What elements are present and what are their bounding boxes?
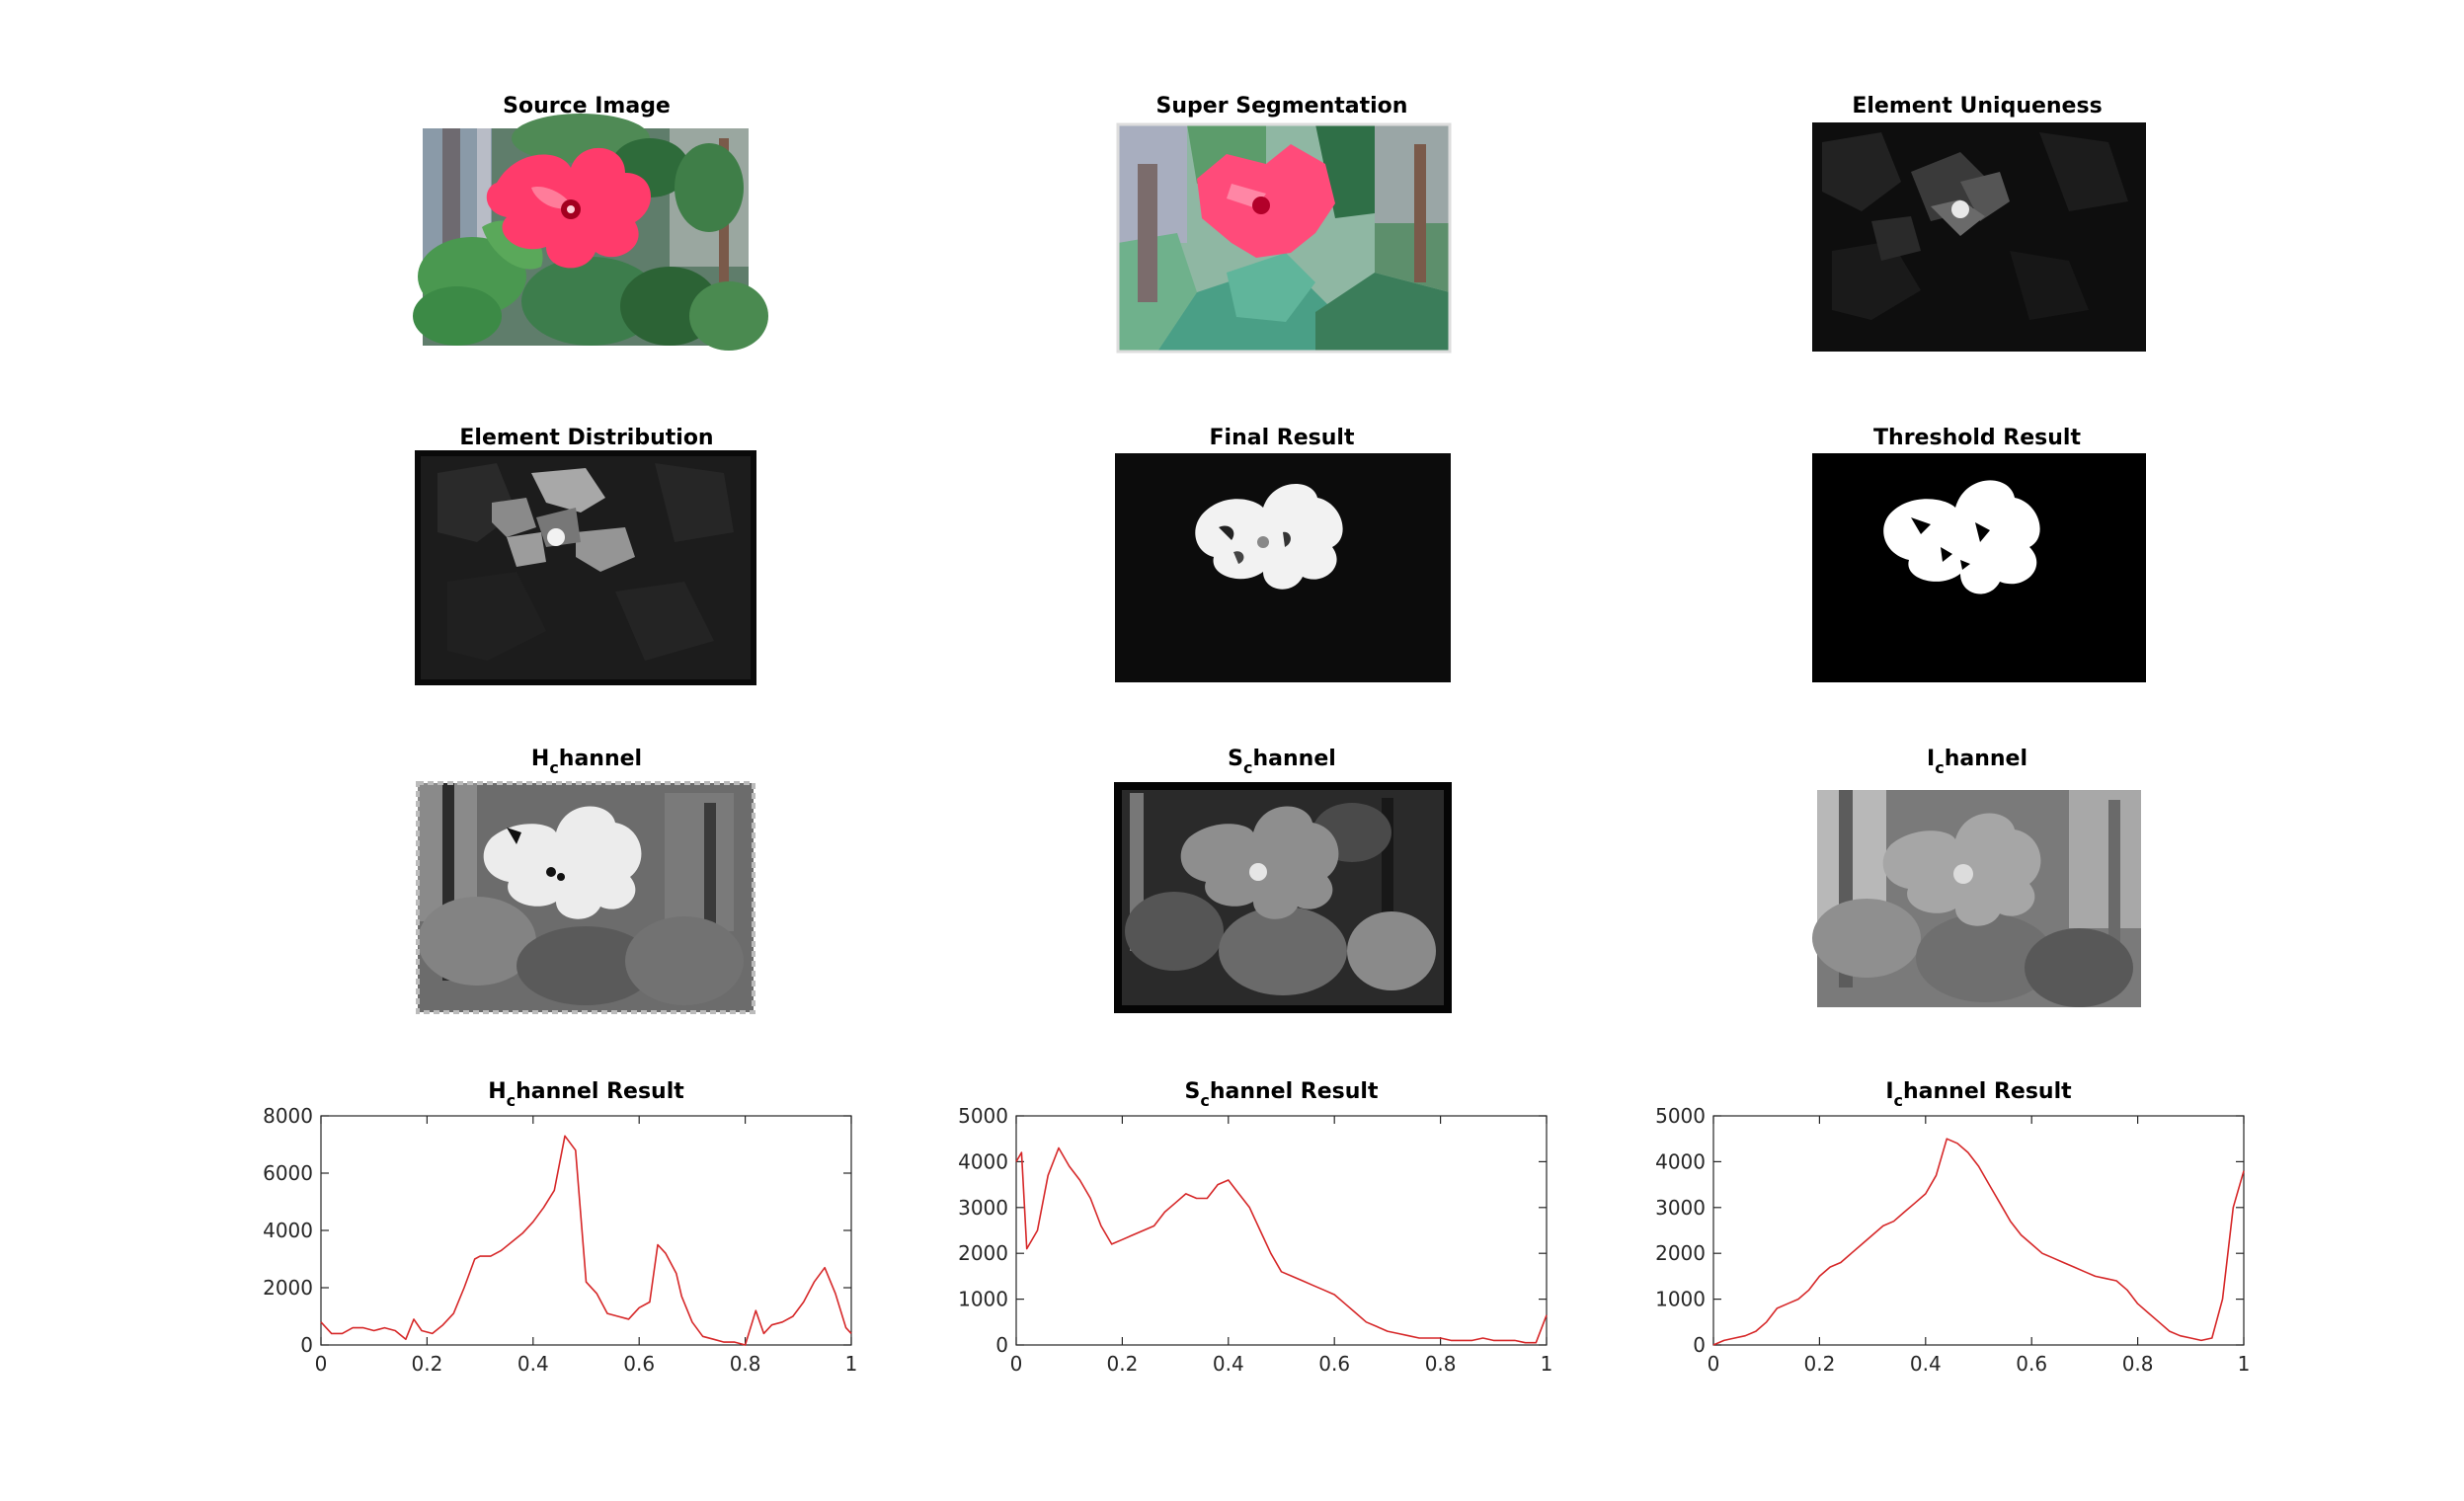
- y-tick-label: 2000: [958, 1241, 1008, 1265]
- x-tick-label: 1: [1541, 1352, 1553, 1376]
- series-line: [1015, 1146, 1548, 1344]
- h-channel-flower: [483, 806, 642, 919]
- x-tick-label: 0: [315, 1352, 328, 1376]
- x-tick-label: 0.4: [1910, 1352, 1942, 1376]
- x-tick-label: 0: [1010, 1352, 1023, 1376]
- segmented-flower: [1197, 144, 1335, 258]
- y-tick-label: 2000: [263, 1276, 313, 1300]
- x-tick-label: 0.2: [1803, 1352, 1835, 1376]
- hibiscus-flower: [486, 147, 652, 269]
- x-tick-label: 0.8: [2122, 1352, 2154, 1376]
- x-tick-label: 0.2: [1106, 1352, 1138, 1376]
- panel-title-h-channel: Hchannel: [531, 747, 642, 777]
- x-tick-label: 0.6: [623, 1352, 655, 1376]
- x-tick-label: 0.6: [1318, 1352, 1350, 1376]
- y-tick-label: 1000: [1655, 1288, 1706, 1311]
- panel-title-final-result: Final Result: [1210, 426, 1355, 450]
- y-tick-label: 3000: [1655, 1196, 1706, 1220]
- panel-title-super-segmentation: Super Segmentation: [1156, 94, 1408, 118]
- x-tick-label: 0.8: [730, 1352, 761, 1376]
- chart-title: Schannel Result: [1185, 1079, 1379, 1110]
- y-tick-label: 0: [1693, 1333, 1706, 1357]
- panel-title-element-distribution: Element Distribution: [459, 426, 713, 450]
- s-channel-image: [1114, 782, 1452, 1013]
- x-tick-label: 0.8: [1425, 1352, 1457, 1376]
- panel-title-s-channel: Schannel: [1228, 747, 1336, 777]
- y-tick-label: 0: [995, 1333, 1008, 1357]
- x-tick-label: 0.6: [2016, 1352, 2047, 1376]
- x-tick-label: 0.2: [411, 1352, 442, 1376]
- x-tick-label: 0.4: [1213, 1352, 1244, 1376]
- x-tick-label: 1: [845, 1352, 858, 1376]
- s-channel-flower: [1180, 806, 1339, 919]
- x-tick-label: 0: [1708, 1352, 1720, 1376]
- y-tick-label: 4000: [1655, 1149, 1706, 1173]
- y-tick-label: 8000: [263, 1104, 313, 1128]
- source-image: [413, 114, 768, 351]
- axes-box: [1015, 1115, 1548, 1346]
- axes-box: [1712, 1115, 2245, 1346]
- series-line: [1712, 1138, 2245, 1346]
- y-tick-label: 0: [300, 1333, 313, 1357]
- y-tick-label: 1000: [958, 1288, 1008, 1311]
- x-tick-label: 0.4: [517, 1352, 549, 1376]
- y-tick-label: 2000: [1655, 1241, 1706, 1265]
- axes-box: [320, 1115, 852, 1346]
- line-chart-0: Hchannel Result 0 0.2 0.4 0.6 0.8 1 0 2000 4000 60…: [263, 1079, 857, 1376]
- line-chart-2: Ichannel Result 0 0.2 0.4 0.6 0.8 1 0 1000 2000 30…: [1655, 1079, 2250, 1376]
- super-segmentation-image: [1116, 122, 1452, 354]
- final-flower-mask: [1195, 484, 1343, 590]
- element-uniqueness-image: [1812, 122, 2146, 352]
- histogram-charts: Hchannel Result 0 0.2 0.4 0.6 0.8 1 0 2000 4000 60…: [263, 1079, 2250, 1376]
- distribution-flower: [492, 468, 635, 572]
- panel-title-element-uniqueness: Element Uniqueness: [1852, 94, 2102, 118]
- threshold-result-image: [1812, 453, 2146, 682]
- y-tick-label: 4000: [263, 1219, 313, 1242]
- y-tick-label: 5000: [1655, 1104, 1706, 1128]
- h-channel-image: [416, 781, 755, 1014]
- series-line: [320, 1135, 852, 1346]
- i-channel-image: [1812, 790, 2141, 1007]
- y-tick-label: 5000: [958, 1104, 1008, 1128]
- final-result-image: [1115, 453, 1451, 682]
- panel-title-i-channel: Ichannel: [1927, 747, 2027, 777]
- chart-title: Ichannel Result: [1885, 1079, 2072, 1110]
- y-tick-label: 6000: [263, 1161, 313, 1185]
- y-tick-label: 3000: [958, 1196, 1008, 1220]
- panel-title-threshold-result: Threshold Result: [1873, 426, 2081, 450]
- line-chart-1: Schannel Result 0 0.2 0.4 0.6 0.8 1 0 1000 2000 30…: [958, 1079, 1552, 1376]
- y-tick-label: 4000: [958, 1149, 1008, 1173]
- x-tick-label: 1: [2238, 1352, 2251, 1376]
- threshold-flower-mask: [1883, 480, 2040, 594]
- element-distribution-image: [415, 450, 756, 685]
- chart-title: Hchannel Result: [488, 1079, 684, 1110]
- i-channel-flower: [1882, 813, 2041, 926]
